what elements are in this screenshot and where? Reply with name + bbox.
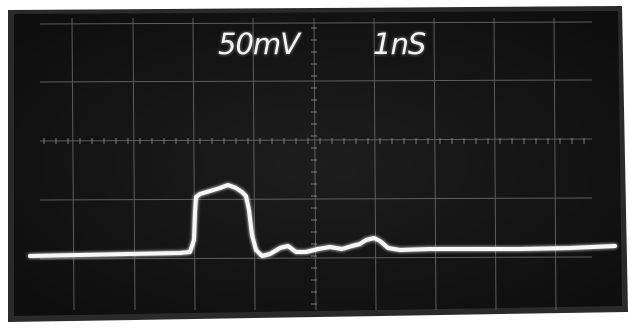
graticule-vertical-line <box>553 17 557 311</box>
graticule-vertical-line <box>493 17 497 311</box>
graticule-horizontal-line <box>39 197 593 201</box>
graticule-vertical-line <box>433 17 437 311</box>
volts-per-division-readout: 50mV <box>218 27 300 61</box>
graticule-vertical-line <box>132 17 136 311</box>
time-per-division-readout: 1nS <box>373 27 426 61</box>
oscilloscope-trace <box>28 183 617 258</box>
graticule-vertical-line <box>373 17 377 311</box>
screen-face <box>14 11 622 316</box>
graticule-vertical-line <box>313 17 317 311</box>
graticule-horizontal-line <box>39 256 593 260</box>
graticule-center-ticks <box>43 27 585 305</box>
graticule-vertical-line <box>192 17 196 311</box>
graticule-horizontal-line <box>39 79 593 83</box>
graticule-horizontal-line <box>39 21 593 25</box>
graticule-vertical-line <box>71 17 75 311</box>
graticule-vertical-line <box>252 17 256 311</box>
